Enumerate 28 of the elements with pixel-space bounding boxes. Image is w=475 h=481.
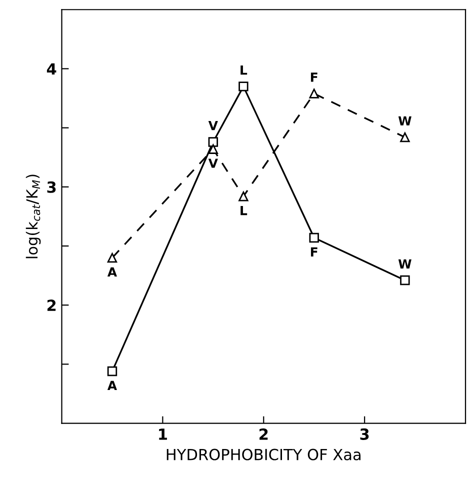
point <box>309 232 319 243</box>
point <box>238 191 248 202</box>
point <box>309 88 319 98</box>
annotation: V <box>208 158 218 168</box>
annotation: V <box>208 121 218 130</box>
annotation: W <box>398 116 412 126</box>
annotation: F <box>310 72 318 82</box>
point <box>107 252 118 263</box>
x-tick-label: 2 <box>260 428 268 440</box>
point <box>238 82 248 92</box>
y-tick-label: 3 <box>47 181 56 193</box>
x-tick-label: 1 <box>159 428 167 440</box>
point <box>400 132 410 142</box>
annotation: A <box>107 380 117 390</box>
annotation: F <box>310 247 318 256</box>
x-axis-title: HYDROPHOBICITY OF Xaa <box>166 448 360 460</box>
annotation: W <box>398 259 412 268</box>
y-axis-title: log(k$_{cat}$/K$_{M}$) <box>26 174 41 258</box>
y-tick-label: 2 <box>47 300 56 311</box>
y-tick-label: 4 <box>46 63 56 75</box>
annotation: A <box>107 267 117 277</box>
annotation: L <box>240 206 248 216</box>
point <box>107 366 118 376</box>
point <box>208 137 218 147</box>
annotation: L <box>240 66 248 75</box>
point <box>400 275 410 286</box>
point <box>208 144 218 154</box>
x-tick-label: 3 <box>360 428 369 440</box>
